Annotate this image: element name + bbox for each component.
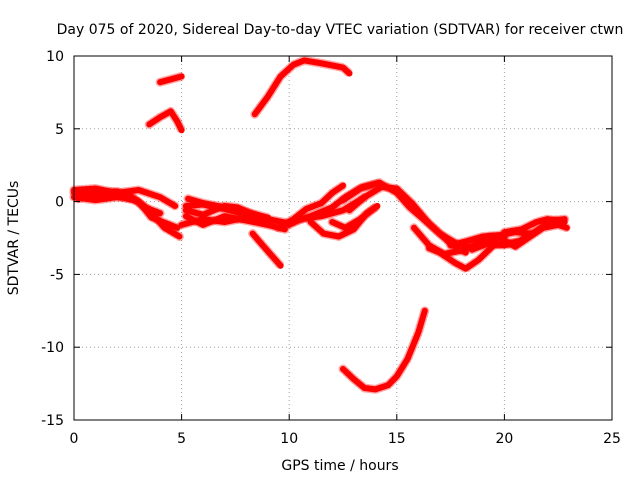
y-tick-label: 5 bbox=[55, 122, 64, 138]
y-tick-label: -5 bbox=[50, 267, 64, 283]
series-arc1 bbox=[71, 185, 179, 209]
plot-frame bbox=[73, 55, 613, 421]
series-arc4 bbox=[75, 188, 164, 217]
y-tick-label: 10 bbox=[46, 49, 64, 65]
y-tick-label: -10 bbox=[41, 340, 64, 356]
series-arc5 bbox=[157, 73, 185, 86]
series-arc20-markers bbox=[345, 182, 471, 258]
series-arc21 bbox=[340, 307, 428, 393]
x-tick-label: 10 bbox=[280, 431, 298, 447]
series-arc13-markers bbox=[250, 55, 354, 119]
y-axis-label: SDTVAR / TECUs bbox=[6, 181, 22, 296]
y-tick-label: -15 bbox=[41, 413, 64, 429]
series-arc5-markers bbox=[155, 71, 187, 87]
series-arc26-markers bbox=[478, 220, 572, 252]
series-arc4-markers bbox=[73, 186, 165, 218]
x-tick-label: 15 bbox=[388, 431, 406, 447]
axis-ticks: 0 5 10 15 20 25 -15 -10 -5 0 5 10 bbox=[41, 49, 621, 447]
series-arc26 bbox=[479, 221, 570, 250]
series-arc21-markers bbox=[338, 306, 430, 394]
grid-lines bbox=[74, 56, 612, 420]
x-tick-label: 25 bbox=[603, 431, 621, 447]
series-arc10 bbox=[185, 195, 271, 221]
series-arc27 bbox=[501, 216, 568, 236]
series-arc20 bbox=[346, 184, 469, 256]
series-arc6-markers bbox=[144, 106, 187, 135]
x-axis-label: GPS time / hours bbox=[281, 458, 398, 474]
series-arc11 bbox=[178, 214, 250, 228]
series-arc10-markers bbox=[183, 194, 273, 223]
series-arc1-markers bbox=[69, 184, 180, 211]
y-tick-label: 0 bbox=[55, 195, 64, 211]
series-arc18 bbox=[329, 204, 379, 231]
data-series bbox=[69, 55, 572, 394]
chart-title: Day 075 of 2020, Sidereal Day-to-day VTE… bbox=[57, 22, 624, 38]
series-arc13 bbox=[251, 57, 353, 118]
x-tick-label: 5 bbox=[177, 431, 186, 447]
series-arc27-markers bbox=[499, 214, 570, 237]
series-arc18-markers bbox=[327, 202, 380, 233]
series-arc12 bbox=[249, 230, 284, 269]
series-arc11-markers bbox=[177, 213, 251, 230]
series-arc6 bbox=[146, 108, 185, 134]
series-arc12-markers bbox=[248, 229, 286, 271]
x-tick-label: 0 bbox=[70, 431, 79, 447]
x-tick-label: 20 bbox=[495, 431, 513, 447]
